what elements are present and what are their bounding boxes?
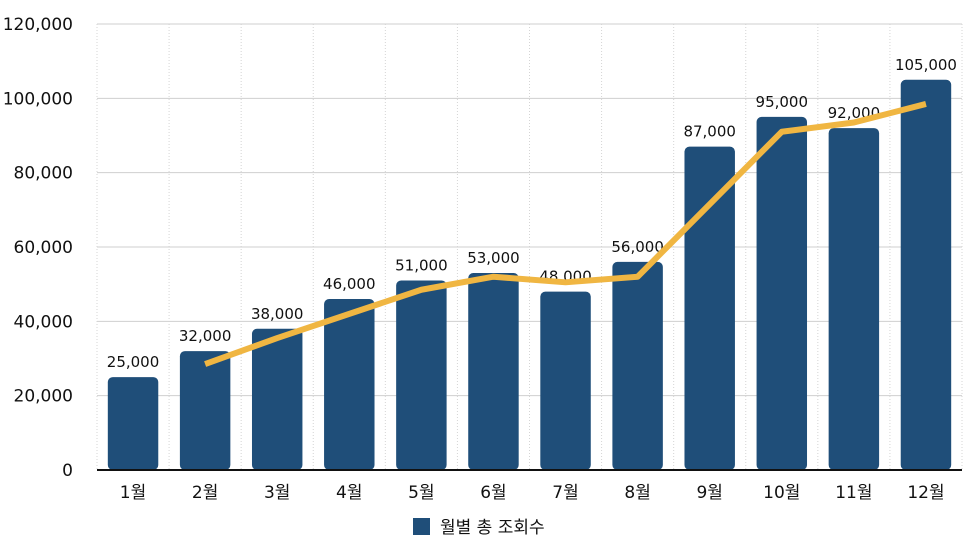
x-tick-label: 10월 (763, 483, 800, 503)
x-tick-label: 8월 (624, 483, 650, 503)
x-tick-label: 6월 (480, 483, 506, 503)
x-axis-ticks: 1월 2월 3월 4월 5월 6월 7월 8월 9월 10월 11월 12월 (120, 483, 945, 503)
bar (540, 291, 591, 470)
x-tick-label: 1월 (120, 483, 146, 503)
x-tick-label: 3월 (264, 483, 290, 503)
legend: 월별 총 조회수 (413, 518, 545, 538)
data-label: 105,000 (895, 56, 957, 74)
trendline-layer (204, 101, 927, 367)
bar (468, 273, 519, 470)
y-tick-label: 60,000 (14, 238, 73, 258)
bar (396, 280, 447, 470)
bar (179, 351, 231, 470)
data-label: 32,000 (179, 327, 232, 345)
data-label: 87,000 (683, 123, 736, 141)
y-axis-ticks: 0 20,000 40,000 60,000 80,000 100,000 120,000 (3, 15, 73, 481)
trendline (204, 101, 927, 367)
y-tick-label: 0 (62, 461, 73, 481)
x-tick-label: 12월 (907, 483, 944, 503)
data-label: 38,000 (251, 305, 304, 323)
y-tick-label: 80,000 (14, 164, 73, 184)
bar (900, 79, 952, 470)
bar (107, 377, 159, 470)
y-tick-label: 100,000 (3, 89, 73, 109)
x-tick-label: 9월 (696, 483, 722, 503)
bar (828, 128, 880, 471)
legend-label: 월별 총 조회수 (440, 518, 545, 538)
y-tick-label: 40,000 (14, 312, 73, 332)
bar (684, 146, 735, 470)
x-tick-label: 4월 (336, 483, 362, 503)
grid-layer (96, 23, 963, 470)
y-tick-label: 20,000 (14, 387, 73, 407)
bar (612, 261, 663, 470)
bar (756, 116, 808, 471)
y-tick-label: 120,000 (3, 15, 73, 35)
data-label: 46,000 (323, 275, 376, 293)
data-label: 53,000 (467, 249, 520, 267)
x-tick-label: 7월 (552, 483, 578, 503)
x-tick-label: 11월 (835, 483, 872, 503)
data-label: 95,000 (756, 93, 809, 111)
data-label: 56,000 (611, 238, 664, 256)
x-tick-label: 2월 (192, 483, 218, 503)
x-tick-label: 5월 (408, 483, 434, 503)
bars (107, 79, 952, 471)
data-label: 25,000 (107, 353, 160, 371)
bar (324, 299, 375, 470)
legend-swatch (413, 518, 430, 535)
data-label: 51,000 (395, 256, 448, 274)
bar (251, 328, 303, 470)
